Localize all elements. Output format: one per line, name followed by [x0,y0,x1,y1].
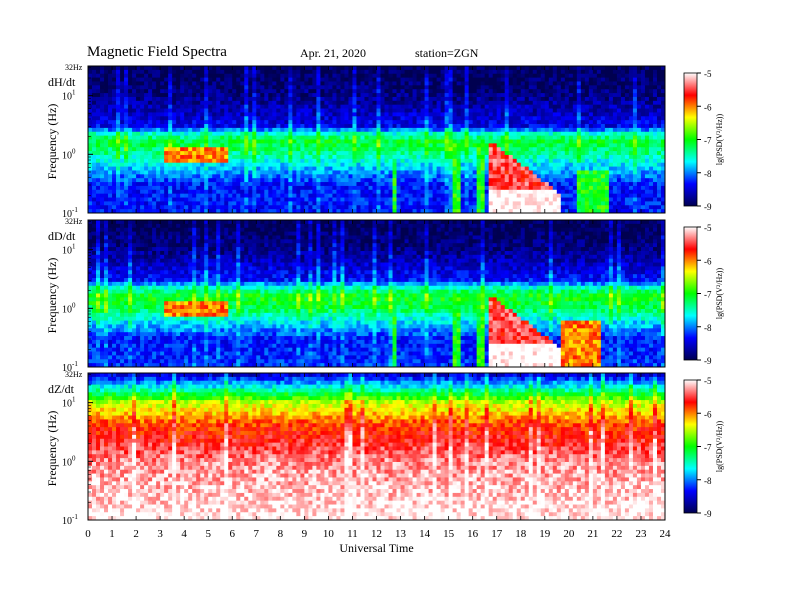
colorbar-bar-1 [683,72,698,207]
x-axis: 0 1 2 3 4 5 6 7 8 9 10 11 12 13 14 15 16 17 18 19 20 21 22 23 24… [85,528,671,555]
station-label: station=ZGN [415,46,479,60]
colorbar-tick-label-2-4: -9 [704,356,712,366]
colorbar-tick-label-3-0: -5 [704,376,712,386]
component-label-1: dH/dt [48,75,76,89]
colorbar-bar-2 [683,226,698,361]
heatmap-3 [88,373,666,521]
x-tick-label-2: 2 [133,528,139,540]
y-axis-label-3: Frequency (Hz) [45,411,59,487]
colorbar-bar-3 [683,379,698,514]
colorbar-tick-label-3-2: -7 [704,443,712,453]
x-tick-label-11: 11 [347,528,358,540]
colorbar-label-2: lg(PSD(V²/Hz)) [715,268,724,320]
component-label-3: dZ/dt [48,382,75,396]
x-tick-label-8: 8 [278,528,284,540]
colorbar-3: -5 -6 -7 -8 -9 lg(PSD(V²/Hz)) [683,376,724,519]
colorbar-tick-label-1-4: -9 [704,202,712,212]
y-axis-label-1: Frequency (Hz) [45,104,59,180]
x-tick-label-16: 16 [467,528,479,540]
x-tick-label-17: 17 [491,528,503,540]
x-tick-label-22: 22 [611,528,622,540]
x-tick-label-7: 7 [254,528,260,540]
colorbar-label-1: lg(PSD(V²/Hz)) [715,114,724,166]
x-tick-label-23: 23 [635,528,647,540]
y-tick-label-1-2: 101 [62,89,76,103]
y-top-label-3: 32Hz [65,370,83,379]
colorbar-tick-label-2-0: -5 [704,223,712,233]
x-tick-label-3: 3 [157,528,163,540]
colorbar-2: -5 -6 -7 -8 -9 lg(PSD(V²/Hz)) [683,223,724,366]
chart-date: Apr. 21, 2020 [300,46,366,60]
x-tick-label-6: 6 [230,528,236,540]
colorbar-tick-label-1-1: -6 [704,102,712,112]
colorbar-1: -5 -6 -7 -8 -9 lg(PSD(V²/Hz)) [683,69,724,212]
colorbar-tick-label-2-1: -6 [704,256,712,266]
x-tick-label-0: 0 [85,528,91,540]
y-tick-label-2-2: 101 [62,243,76,257]
x-axis-label: Universal Time [339,541,413,555]
y-top-label-1: 32Hz [65,63,83,72]
heatmap-2 [88,220,666,368]
heatmap-1 [88,66,666,214]
y-tick-label-2-1: 100 [62,301,76,315]
x-tick-label-12: 12 [371,528,382,540]
x-tick-label-5: 5 [205,528,211,540]
y-tick-label-3-0: 10-1 [62,513,78,527]
x-tick-label-13: 13 [395,528,407,540]
x-tick-label-24: 24 [660,528,672,540]
colorbar-tick-label-3-3: -8 [704,476,712,486]
colorbar-tick-label-1-3: -8 [704,169,712,179]
colorbar-tick-label-2-3: -8 [704,323,712,333]
y-axis-label-2: Frequency (Hz) [45,258,59,334]
y-top-label-2: 32Hz [65,217,83,226]
x-tick-label-10: 10 [323,528,335,540]
colorbar-tick-label-3-1: -6 [704,409,712,419]
colorbar-tick-label-1-2: -7 [704,136,712,146]
x-tick-label-14: 14 [419,528,431,540]
x-tick-label-18: 18 [515,528,527,540]
x-tick-label-21: 21 [587,528,598,540]
chart-title: Magnetic Field Spectra [87,44,227,60]
component-label-2: dD/dt [48,229,76,243]
x-tick-label-15: 15 [443,528,455,540]
y-tick-label-1-1: 100 [62,147,76,161]
x-tick-label-9: 9 [302,528,308,540]
colorbar-tick-label-2-2: -7 [704,290,712,300]
x-tick-label-20: 20 [563,528,575,540]
x-tick-label-1: 1 [109,528,115,540]
colorbar-label-3: lg(PSD(V²/Hz)) [715,421,724,473]
colorbar-tick-label-3-4: -9 [704,509,712,519]
y-tick-label-3-1: 100 [62,454,76,468]
x-tick-label-19: 19 [539,528,551,540]
colorbar-tick-label-1-0: -5 [704,69,712,79]
y-tick-label-3-2: 101 [62,396,76,410]
x-tick-label-4: 4 [181,528,187,540]
